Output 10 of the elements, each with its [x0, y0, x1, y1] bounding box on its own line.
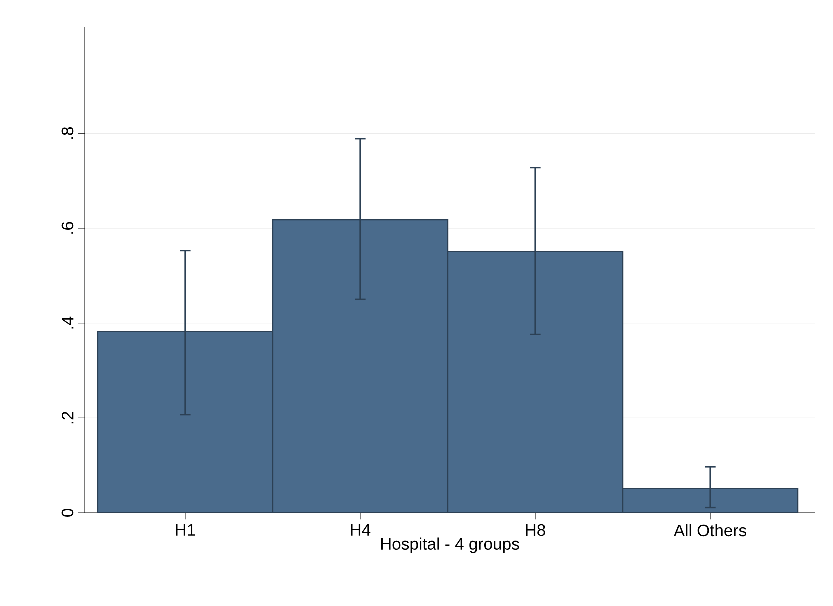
- x-tick-label: H8: [526, 524, 546, 536]
- y-tick-label: 0: [62, 509, 74, 517]
- x-axis-title: Hospital - 4 groups: [381, 538, 520, 554]
- x-tick-label: H1: [176, 524, 196, 536]
- y-tick-label: .6: [62, 222, 74, 234]
- y-tick-label: .2: [62, 412, 74, 424]
- y-tick-label: .8: [62, 127, 74, 140]
- y-tick-label: .4: [62, 316, 74, 329]
- x-tick-label: H4: [351, 524, 371, 536]
- x-tick-label: All Others: [674, 524, 746, 537]
